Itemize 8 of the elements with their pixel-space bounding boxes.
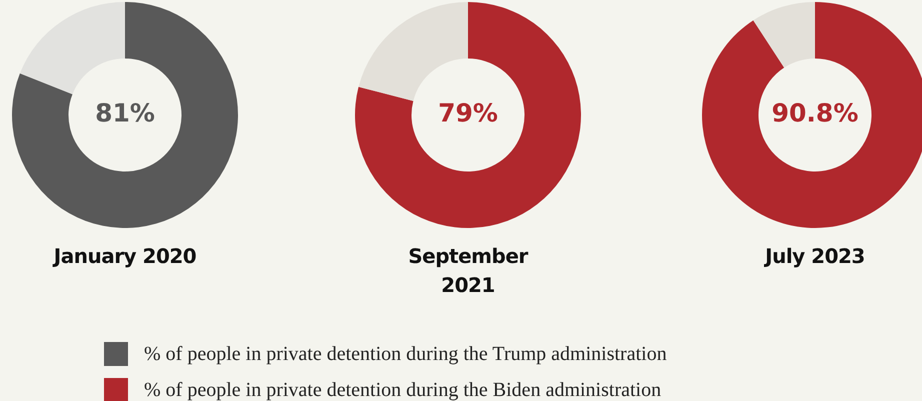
data-label: 90.8% xyxy=(772,98,858,128)
data-label: 81% xyxy=(95,98,155,128)
legend-label: % of people in private detention during the Biden administration xyxy=(144,378,662,401)
text: January 2020 xyxy=(52,243,198,270)
data-label: 79% xyxy=(438,98,498,128)
text: July 2023 xyxy=(763,243,866,270)
text: September 2021 xyxy=(407,243,530,299)
legend-label: % of people in private detention during the Trump administration xyxy=(144,342,667,366)
